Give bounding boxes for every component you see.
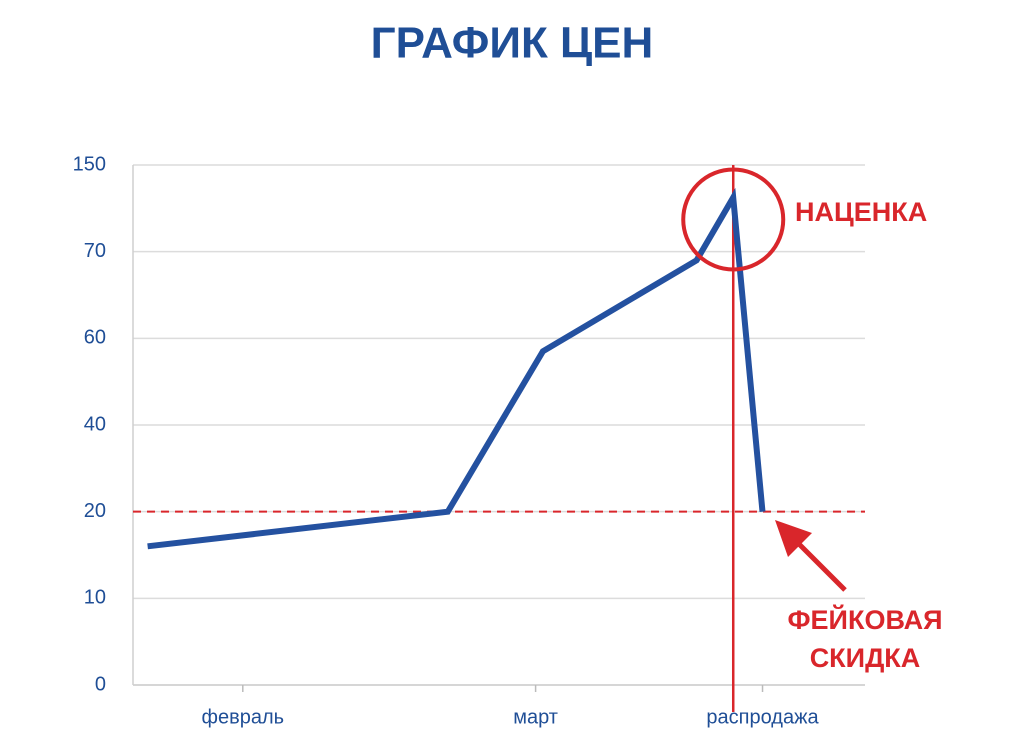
markup-circle (681, 167, 786, 272)
x-tick-label: февраль (202, 706, 285, 728)
discount-label: СКИДКА (810, 643, 921, 673)
y-tick-label: 70 (84, 240, 106, 262)
y-tick-label: 60 (84, 327, 106, 349)
arrow-head (775, 520, 812, 557)
x-tick-label: март (513, 706, 558, 728)
chart-title: ГРАФИК ЦЕН (371, 19, 654, 68)
price-line (147, 187, 766, 550)
y-tick-label: 0 (95, 673, 106, 695)
y-tick-label: 20 (84, 500, 106, 522)
y-tick-label: 150 (73, 153, 106, 175)
y-tick-label: 10 (84, 587, 106, 609)
markup-label: НАЦЕНКА (795, 197, 927, 227)
arrow-shaft (790, 535, 847, 592)
x-tick-label: распродажа (706, 706, 819, 728)
discount-label: ФЕЙКОВАЯ (788, 604, 943, 635)
y-tick-label: 40 (84, 413, 106, 435)
